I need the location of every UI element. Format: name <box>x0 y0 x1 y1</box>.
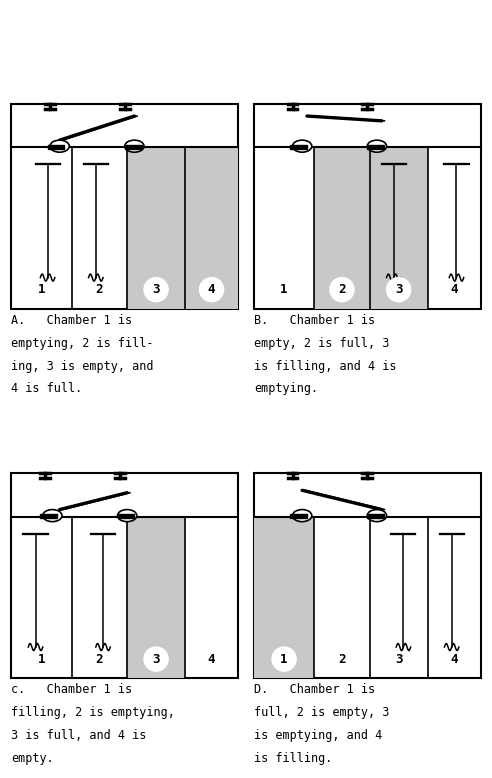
Ellipse shape <box>43 510 62 521</box>
Text: 3: 3 <box>395 283 402 296</box>
Text: D.   Chamber 1 is: D. Chamber 1 is <box>254 683 375 696</box>
Text: 1: 1 <box>280 283 288 296</box>
Text: is emptying, and 4: is emptying, and 4 <box>254 729 382 742</box>
Ellipse shape <box>367 140 387 152</box>
Text: 4 is full.: 4 is full. <box>11 383 83 395</box>
Text: 2: 2 <box>338 283 346 296</box>
Text: 4: 4 <box>450 283 458 296</box>
Bar <box>369 147 428 309</box>
Bar <box>11 104 238 309</box>
Bar <box>185 147 238 309</box>
Text: 4: 4 <box>450 653 458 666</box>
Text: full, 2 is empty, 3: full, 2 is empty, 3 <box>254 706 389 719</box>
Ellipse shape <box>293 140 312 152</box>
Text: 3 is full, and 4 is: 3 is full, and 4 is <box>11 729 147 742</box>
Bar <box>290 514 307 518</box>
Text: emptying.: emptying. <box>254 383 318 395</box>
Circle shape <box>330 278 354 302</box>
Text: empty, 2 is full, 3: empty, 2 is full, 3 <box>254 337 389 349</box>
Text: ing, 3 is empty, and: ing, 3 is empty, and <box>11 359 154 373</box>
Text: 3: 3 <box>153 653 160 666</box>
Bar <box>40 514 57 518</box>
Circle shape <box>199 278 223 302</box>
Text: empty.: empty. <box>11 752 54 765</box>
Text: 2: 2 <box>95 283 103 296</box>
Circle shape <box>144 278 168 302</box>
Bar <box>118 514 134 518</box>
Bar <box>314 147 369 309</box>
Text: 3: 3 <box>153 283 160 296</box>
Bar <box>125 145 142 149</box>
Bar <box>48 145 64 149</box>
Text: 1: 1 <box>38 283 45 296</box>
Ellipse shape <box>125 140 144 152</box>
Bar <box>127 517 185 678</box>
Text: 1: 1 <box>38 653 45 666</box>
Bar <box>367 145 384 149</box>
Text: B.   Chamber 1 is: B. Chamber 1 is <box>254 314 375 327</box>
Bar <box>367 514 384 518</box>
Ellipse shape <box>118 510 137 521</box>
Text: A.   Chamber 1 is: A. Chamber 1 is <box>11 314 132 327</box>
Circle shape <box>387 278 411 302</box>
Bar <box>11 474 238 678</box>
Bar <box>127 147 185 309</box>
Text: is filling.: is filling. <box>254 752 332 765</box>
Text: 2: 2 <box>338 653 346 666</box>
Circle shape <box>272 647 296 671</box>
Text: filling, 2 is emptying,: filling, 2 is emptying, <box>11 706 175 719</box>
Bar <box>254 474 481 678</box>
Text: emptying, 2 is fill-: emptying, 2 is fill- <box>11 337 154 349</box>
Text: 4: 4 <box>208 653 215 666</box>
Text: 4: 4 <box>208 283 215 296</box>
Bar <box>290 145 307 149</box>
Bar <box>254 104 481 309</box>
Text: is filling, and 4 is: is filling, and 4 is <box>254 359 397 373</box>
Ellipse shape <box>293 510 312 521</box>
Text: 3: 3 <box>395 653 402 666</box>
Text: c.   Chamber 1 is: c. Chamber 1 is <box>11 683 132 696</box>
Text: 1: 1 <box>280 653 288 666</box>
Ellipse shape <box>367 510 387 521</box>
Bar <box>254 517 314 678</box>
Circle shape <box>144 647 168 671</box>
Text: 2: 2 <box>95 653 103 666</box>
Ellipse shape <box>50 140 69 152</box>
